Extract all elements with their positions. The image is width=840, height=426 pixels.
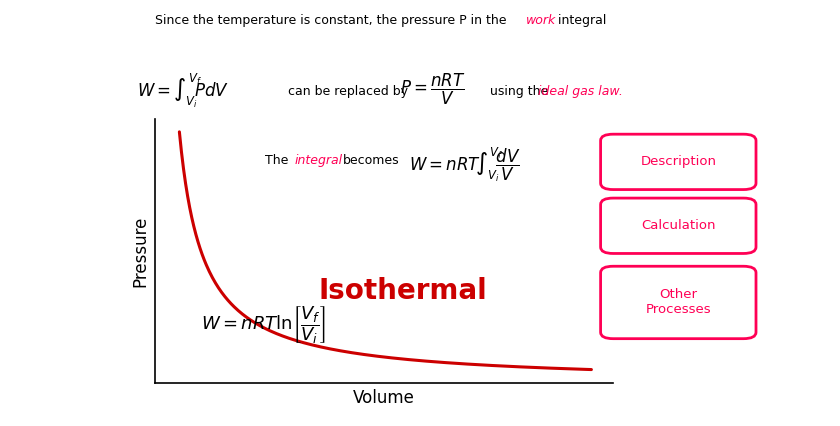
Text: Calculation: Calculation bbox=[641, 219, 716, 232]
Text: Since the temperature is constant, the pressure P in the: Since the temperature is constant, the p… bbox=[155, 14, 511, 27]
Text: ideal gas law.: ideal gas law. bbox=[538, 85, 622, 98]
Text: becomes: becomes bbox=[343, 154, 400, 167]
Text: $P=\dfrac{nRT}{V}$: $P=\dfrac{nRT}{V}$ bbox=[401, 72, 466, 107]
Text: integral: integral bbox=[554, 14, 606, 27]
Text: Description: Description bbox=[640, 155, 717, 168]
Text: Other
Processes: Other Processes bbox=[645, 288, 711, 317]
Text: The: The bbox=[265, 154, 292, 167]
Text: integral: integral bbox=[295, 154, 344, 167]
Text: $W=\int_{V_i}^{V_f}\!\!PdV$: $W=\int_{V_i}^{V_f}\!\!PdV$ bbox=[137, 72, 229, 110]
Text: can be replaced by: can be replaced by bbox=[288, 85, 408, 98]
Text: $W=nRT\!\int_{V_i}^{V_f}\!\!\dfrac{dV}{V}$: $W=nRT\!\int_{V_i}^{V_f}\!\!\dfrac{dV}{V… bbox=[409, 146, 521, 184]
Text: work: work bbox=[526, 14, 556, 27]
Text: Isothermal: Isothermal bbox=[318, 277, 487, 305]
Text: using the: using the bbox=[490, 85, 552, 98]
X-axis label: Volume: Volume bbox=[354, 389, 415, 407]
Text: $W=nRT\ln\!\left[\dfrac{V_f}{V_i}\right]$: $W=nRT\ln\!\left[\dfrac{V_f}{V_i}\right]… bbox=[202, 304, 326, 346]
Y-axis label: Pressure: Pressure bbox=[132, 216, 150, 287]
